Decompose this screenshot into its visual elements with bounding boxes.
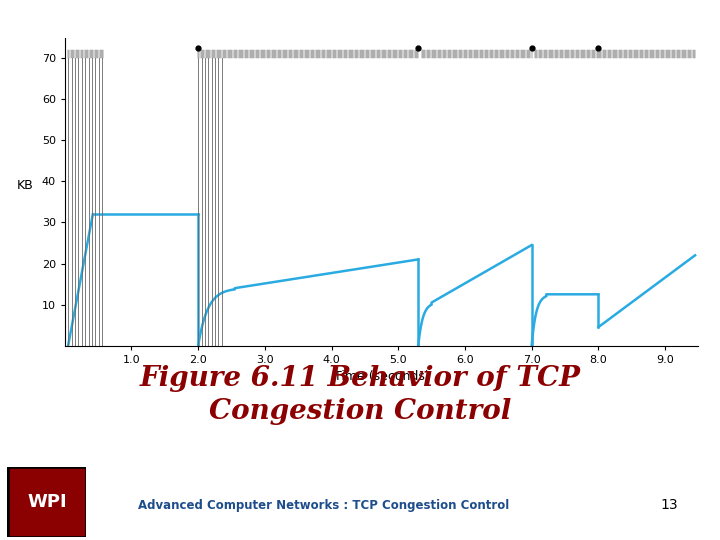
Text: 13: 13	[661, 498, 678, 512]
Y-axis label: KB: KB	[17, 179, 33, 192]
Text: Advanced Computer Networks : TCP Congestion Control: Advanced Computer Networks : TCP Congest…	[138, 498, 510, 511]
Text: Figure 6.11 Behavior of TCP
Congestion Control: Figure 6.11 Behavior of TCP Congestion C…	[140, 365, 580, 426]
Text: WPI: WPI	[27, 493, 67, 511]
X-axis label: Time (seconds): Time (seconds)	[334, 370, 429, 383]
